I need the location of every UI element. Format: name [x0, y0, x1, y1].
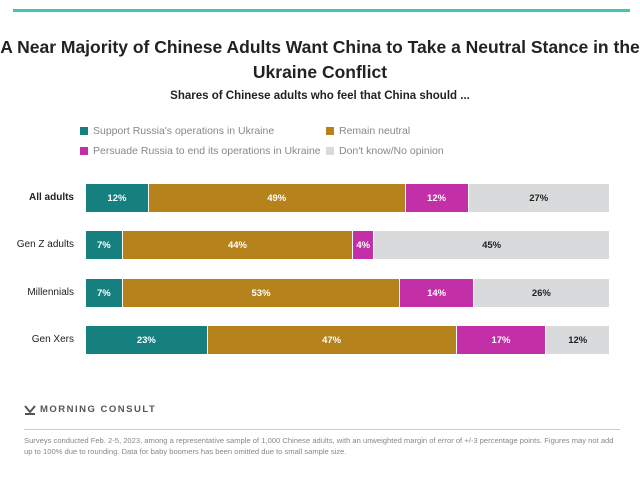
- category-label: Millennials: [27, 287, 74, 298]
- stacked-bar: 23% 47% 17% 12%: [86, 326, 610, 354]
- bar-segment: 47%: [207, 326, 457, 354]
- data-label: 49%: [267, 192, 287, 204]
- brand-logo: MORNING CONSULT: [24, 404, 156, 415]
- legend-item: Support Russia's operations in Ukraine: [80, 125, 274, 137]
- bar-segment: 12%: [86, 184, 149, 212]
- bar-segment: 44%: [122, 231, 354, 259]
- bar-segment: 53%: [122, 279, 401, 307]
- data-label: 17%: [491, 334, 511, 346]
- legend-item: Persuade Russia to end its operations in…: [80, 145, 321, 157]
- bar-segment: 12%: [405, 184, 469, 212]
- data-label: 47%: [322, 334, 342, 346]
- data-label: 12%: [107, 192, 127, 204]
- bar-segment: 17%: [456, 326, 547, 354]
- data-label: 7%: [96, 287, 111, 299]
- data-label: 26%: [531, 287, 551, 299]
- bar-segment: 4%: [353, 231, 375, 259]
- bar-segment: 7%: [86, 231, 123, 259]
- legend-label: Don't know/No opinion: [339, 145, 444, 157]
- bar-segment: 12%: [546, 326, 610, 354]
- bar-segment: 26%: [473, 279, 610, 307]
- data-label: 12%: [568, 334, 588, 346]
- divider: [24, 429, 620, 430]
- data-label: 27%: [529, 192, 549, 204]
- brand-name: MORNING CONSULT: [40, 404, 157, 415]
- legend-label: Persuade Russia to end its operations in…: [93, 145, 321, 157]
- footnote: Surveys conducted Feb. 2-5, 2023, among …: [24, 436, 614, 456]
- legend-item: Remain neutral: [326, 125, 410, 137]
- legend-label: Remain neutral: [339, 125, 411, 137]
- data-label: 44%: [227, 239, 247, 251]
- bar-segment: 23%: [86, 326, 208, 354]
- legend-swatch: [326, 127, 334, 135]
- legend-swatch: [80, 147, 88, 155]
- stacked-bar: 12% 49% 12% 27%: [86, 184, 610, 212]
- chart-subtitle: Shares of Chinese adults who feel that C…: [170, 90, 470, 102]
- stacked-bar: 7% 53% 14% 26%: [86, 279, 610, 307]
- stacked-bar: 7% 44% 4% 45%: [86, 231, 610, 259]
- data-label: 53%: [251, 287, 271, 299]
- category-label: Gen Xers: [31, 334, 74, 345]
- legend-swatch: [80, 127, 88, 135]
- chart-title: A Near Majority of Chinese Adults Want C…: [0, 37, 640, 82]
- data-label: 7%: [96, 239, 111, 251]
- data-label: 12%: [427, 192, 447, 204]
- bar-segment: 45%: [374, 231, 610, 259]
- data-label: 4%: [356, 239, 371, 251]
- bar-segment: 49%: [148, 184, 406, 212]
- legend-item: Don't know/No opinion: [326, 145, 444, 157]
- category-label: Gen Z adults: [16, 239, 74, 250]
- bar-segment: 7%: [86, 279, 123, 307]
- top-accent-bar: [13, 9, 630, 12]
- bar-segment: 14%: [400, 279, 474, 307]
- data-label: 45%: [482, 239, 502, 251]
- data-label: 23%: [136, 334, 156, 346]
- data-label: 14%: [427, 287, 447, 299]
- morning-consult-logo-icon: [24, 404, 36, 415]
- bar-segment: 27%: [468, 184, 610, 212]
- legend-label: Support Russia's operations in Ukraine: [93, 125, 275, 137]
- category-label: All adults: [28, 192, 74, 203]
- legend-swatch: [326, 147, 334, 155]
